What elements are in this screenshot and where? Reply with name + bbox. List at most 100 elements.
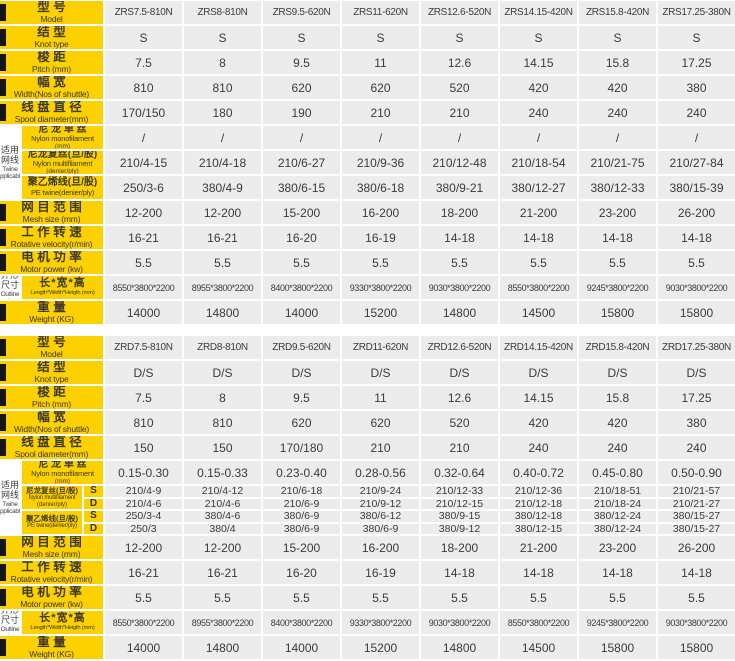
table-cell: 420 — [579, 411, 656, 434]
row-label-multi: 尼龙复丝(旦/股) Nylon multifilament (denier/ply) — [22, 151, 103, 174]
table-cell: 5.5 — [184, 251, 261, 274]
table-cell: 12-200 — [184, 201, 261, 224]
table-cell: 14000 — [263, 636, 340, 659]
side-label-en-text: size — [5, 298, 16, 299]
table-cell: 210/4-15 — [105, 151, 182, 174]
table-cell: 15800 — [579, 636, 656, 659]
table-cell: ZRD12.6-520N — [421, 336, 498, 359]
table-cell: 380/6-9 — [263, 511, 340, 522]
table-cell: 210 — [421, 101, 498, 124]
table-cell: 16-200 — [342, 201, 419, 224]
table-cell: 420 — [579, 76, 656, 99]
label-en-text: PE twine(denier/ply) — [27, 523, 77, 530]
table-cell: 380/15-27 — [658, 511, 735, 522]
label-en-text: Motor power (kw) — [20, 598, 83, 609]
table-cell: 9030*3800*2200 — [421, 611, 498, 634]
table-cell: 380/9-21 — [421, 176, 498, 199]
table-cell: 380/12-18 — [500, 511, 577, 522]
label-cn-text: 重 量 — [37, 636, 66, 650]
table-cell: 210/12-18 — [500, 498, 577, 509]
table-cell: 380/4-6 — [184, 511, 261, 522]
table-cell: 14-18 — [579, 226, 656, 249]
table-cell: 210/9-36 — [342, 151, 419, 174]
label-cn-text: 尼龙复丝(旦/股) — [27, 151, 98, 160]
table-cell: 380/4 — [184, 523, 261, 534]
table-cell: ZRD8-810N — [184, 336, 261, 359]
table-cell: 240 — [658, 101, 735, 124]
table-cell: 240 — [658, 436, 735, 459]
table-cell: D/S — [579, 361, 656, 384]
table-cell: 8955*3800*2200 — [184, 276, 261, 299]
table-cell: 14000 — [263, 301, 340, 324]
label-cn-text: 型 号 — [37, 1, 66, 15]
table-cell: 380/6-18 — [342, 176, 419, 199]
label-sub-text: (mm) — [54, 478, 71, 484]
row-label-weight: 重 量 Weight (KG) — [0, 636, 103, 659]
table-cell: 5.5 — [263, 251, 340, 274]
table-cell: 380/12-27 — [500, 176, 577, 199]
table-cell: 14-18 — [500, 226, 577, 249]
label-cn-text: 结 型 — [37, 361, 66, 375]
side-label-cn-text: 适用 — [0, 480, 19, 491]
table-cell: D/S — [421, 361, 498, 384]
table-cell: 240 — [579, 101, 656, 124]
table-cell: 15800 — [658, 301, 735, 324]
table-cell: 14-18 — [658, 561, 735, 584]
row-label-velocity: 工 作 转 速 Rotative velocity(r/min) — [0, 561, 103, 584]
table-cell: 23-200 — [579, 201, 656, 224]
table-cell: 150 — [184, 436, 261, 459]
row-label-spool: 线 盘 直 径 Spool diameter(mm) — [0, 436, 103, 459]
zrs-series-table: 适用网线Twineapplicable 外形尺寸Outlinesize 型 号Mod… — [0, 1, 735, 324]
label-en-text: Spool diameter(mm) — [14, 448, 89, 459]
side-label-cn-text: 外形 — [1, 276, 19, 280]
row-label-lwh: 长*宽*高 Length*Width*Heigth (mm) — [22, 611, 103, 634]
table-cell: / — [105, 126, 182, 149]
table-cell: 210 — [421, 436, 498, 459]
table-cell: 14800 — [421, 301, 498, 324]
table-cell: 210/21-27 — [658, 498, 735, 509]
table-cell: 210/9-12 — [342, 498, 419, 509]
table-cell: 380/6-12 — [342, 511, 419, 522]
label-cn-text: 尼 龙 单 丝 — [38, 126, 87, 135]
table-cell: 380/9-15 — [421, 511, 498, 522]
table-cell: ZRS17.25-380N — [658, 1, 735, 24]
label-cn-text: 聚乙烯线(旦/股) — [25, 514, 79, 524]
table-cell: 8400*3800*2200 — [263, 276, 340, 299]
table-cell: D/S — [184, 361, 261, 384]
table-cell: D/S — [105, 361, 182, 384]
table-cell: 380/12-33 — [579, 176, 656, 199]
side-label-cn-text: 网线 — [0, 155, 19, 166]
table-cell: 15-200 — [263, 536, 340, 559]
row-label-mesh: 网 目 范 围 Mesh size (mm) — [0, 201, 103, 224]
label-en-text: Mesh size (mm) — [22, 548, 81, 559]
label-cn-text: 型 号 — [37, 336, 66, 350]
table-cell: / — [658, 126, 735, 149]
label-cn-text: 聚乙烯线(旦/股) — [27, 177, 98, 189]
label-cn-text: 梭 距 — [37, 386, 66, 400]
table-cell: ZRS14.15-420N — [500, 1, 577, 24]
table-cell: 5.5 — [105, 251, 182, 274]
table-cell: 23-200 — [579, 536, 656, 559]
label-en-text: Weight (KG) — [29, 313, 74, 324]
label-en-text: Weight (KG) — [29, 648, 74, 659]
row-label-pitch: 梭 距 Pitch (mm) — [0, 386, 103, 409]
table-cell: S — [342, 26, 419, 49]
table-cell: D/S — [500, 361, 577, 384]
table-cell: 5.5 — [184, 586, 261, 609]
table-cell: 11 — [342, 386, 419, 409]
table-cell: 0.40-0.72 — [500, 461, 577, 484]
row-label-multi: 尼龙复丝(旦/股) Nylon multifilament (denier/ply) — [22, 486, 82, 509]
label-cn-text: 长*宽*高 — [39, 612, 86, 625]
label-cn-text: 电 机 功 率 — [21, 251, 82, 265]
table-cell: 18-200 — [421, 201, 498, 224]
row-label-motor: 电 机 功 率 Motor power (kw) — [0, 251, 103, 274]
table-cell: 15800 — [658, 636, 735, 659]
table-cell: 810 — [105, 411, 182, 434]
label-en-text: Knot type — [34, 38, 69, 49]
table-cell: 15.8 — [579, 386, 656, 409]
label-cn-text: 尼 龙 单 丝 — [38, 461, 87, 470]
table-cell: S — [500, 26, 577, 49]
label-sub-text: (denier/ply) — [36, 501, 67, 508]
table-cell: 9245*3800*2200 — [579, 276, 656, 299]
